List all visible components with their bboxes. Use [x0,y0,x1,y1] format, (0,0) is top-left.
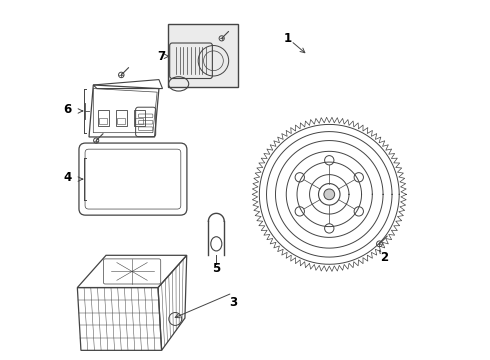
Bar [99,118,107,124]
Bar [117,118,125,124]
Bar [168,24,238,87]
Bar [98,110,109,126]
Text: 2: 2 [380,251,388,264]
Text: 6: 6 [63,103,72,116]
Bar [135,118,143,124]
Circle shape [324,189,335,200]
Text: 5: 5 [212,262,220,275]
Text: 3: 3 [229,296,238,309]
Bar [134,110,145,126]
Text: 7: 7 [157,50,166,63]
Bar [116,110,126,126]
Text: 1: 1 [283,32,292,45]
Text: 4: 4 [63,171,72,184]
